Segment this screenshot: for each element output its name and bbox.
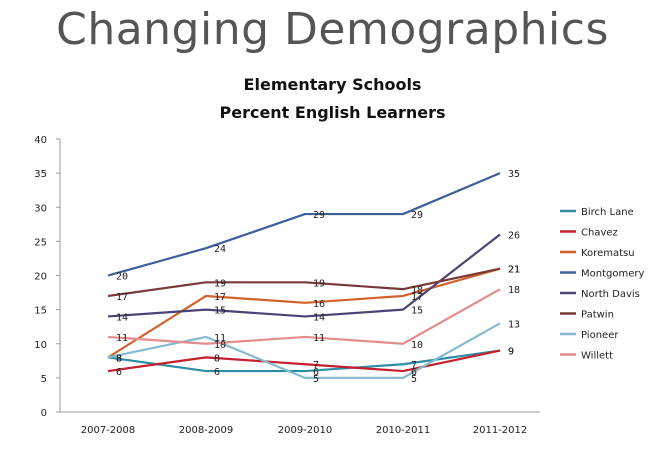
data-label: 15 [411,306,423,317]
data-label: 11 [313,333,325,344]
data-label: 35 [508,169,520,180]
data-label: 15 [214,306,226,317]
data-label: 26 [508,231,520,242]
data-label: 21 [508,265,520,276]
data-label: 20 [116,272,128,283]
data-label: 11 [214,333,226,344]
data-label: 17 [116,292,128,303]
data-label: 9 [508,347,514,358]
data-label: 19 [214,278,226,289]
y-tick-label: 15 [34,306,47,317]
data-label: 9 [508,347,514,358]
y-tick-label: 25 [34,237,47,248]
data-label: 8 [214,353,220,364]
y-tick-label: 20 [34,272,47,283]
data-label: 5 [411,374,417,385]
legend-label: Willett [581,351,613,362]
y-tick-label: 5 [41,374,47,385]
legend-label: North Davis [581,289,640,300]
data-label: 6 [116,367,122,378]
x-tick-label: 2007-2008 [81,425,136,436]
x-tick-label: 2011-2012 [473,425,528,436]
series-line-patwin [107,267,501,298]
legend-label: Pioneer [581,330,619,341]
y-tick-label: 10 [34,340,47,351]
data-label: 7 [313,360,319,371]
data-label: 7 [411,360,417,371]
data-label: 14 [313,312,325,323]
data-label: 10 [411,340,423,351]
series-line-willett [107,288,501,345]
data-label: 8 [116,353,122,364]
series-line-north-davis [107,233,501,318]
series-line-montgomery [107,172,501,277]
data-label: 5 [313,374,319,385]
legend-label: Montgomery [581,269,644,280]
page-title: Changing Demographics [56,4,609,55]
series-line-chavez [107,349,501,373]
series-line-korematsu [107,267,501,359]
data-label: 17 [411,292,423,303]
y-tick-label: 30 [34,203,47,214]
data-label: 18 [411,285,423,296]
data-label: 6 [411,367,417,378]
series-line-pioneer [107,322,501,379]
x-tick-label: 2010-2011 [376,425,431,436]
data-label: 29 [313,210,325,221]
legend-label: Patwin [581,310,614,321]
data-label: 16 [313,299,325,310]
data-label: 18 [508,285,520,296]
data-label: 21 [508,265,520,276]
data-label: 24 [214,244,226,255]
chart-subtitle-line1: Elementary Schools [243,75,422,94]
y-tick-label: 35 [34,169,47,180]
data-label: 13 [508,319,520,330]
data-label: 19 [313,278,325,289]
data-label: 6 [214,367,220,378]
data-label: 8 [116,353,122,364]
data-label: 8 [116,353,122,364]
data-label: 6 [313,367,319,378]
x-tick-label: 2008-2009 [179,425,234,436]
legend-label: Chavez [581,228,618,239]
data-label: 11 [116,333,128,344]
x-tick-label: 2009-2010 [278,425,333,436]
data-label: 29 [411,210,423,221]
data-label: 14 [116,312,128,323]
legend-label: Birch Lane [581,207,634,218]
chart-subtitle-line2: Percent English Learners [219,103,446,122]
y-tick-label: 0 [41,408,47,419]
legend-label: Korematsu [581,248,635,259]
data-label: 10 [214,340,226,351]
y-tick-label: 40 [34,135,47,146]
series-line-birch-lane [107,349,501,373]
data-label: 17 [214,292,226,303]
